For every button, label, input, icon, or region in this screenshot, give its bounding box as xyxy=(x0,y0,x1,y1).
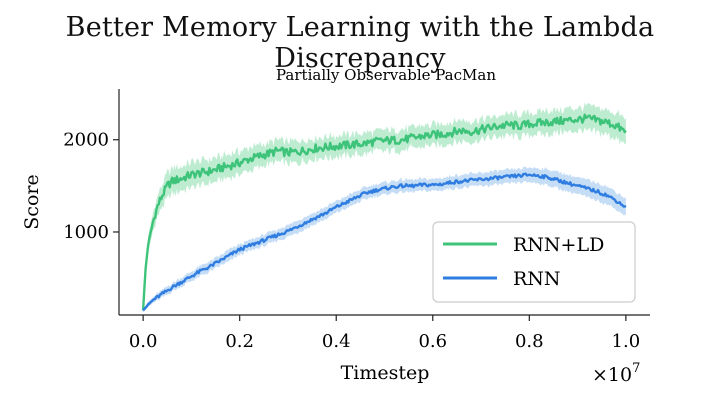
chart-title: Partially Observable PacMan xyxy=(276,66,496,84)
x-tick-label: 0.0 xyxy=(129,331,158,352)
x-multiplier-base: ×10 xyxy=(592,364,632,386)
legend-box xyxy=(432,221,636,303)
legend-label-rnn: RNN xyxy=(513,268,561,290)
page-title: Better Memory Learning with the Lambda D… xyxy=(65,12,655,74)
confidence-band-rnn xyxy=(143,166,626,313)
x-multiplier-label: ×107 xyxy=(592,361,640,386)
y-ticks: 1000 2000 xyxy=(63,130,119,243)
x-axis-label: Timestep xyxy=(341,362,430,384)
series-line-rnn-ld xyxy=(141,113,627,311)
series-line-rnn xyxy=(142,172,627,312)
x-tick-label: 0.8 xyxy=(515,331,544,352)
x-tick-label: 0.4 xyxy=(322,331,351,352)
legend-label-rnn-ld: RNN+LD xyxy=(513,234,604,256)
y-tick-label: 2000 xyxy=(63,130,109,151)
x-tick-label: 0.6 xyxy=(418,331,447,352)
x-tick-label: 1.0 xyxy=(612,331,641,352)
x-multiplier-exponent: 7 xyxy=(632,361,640,376)
y-axis-label: Score xyxy=(21,174,43,229)
legend: RNN+LD RNN xyxy=(432,221,636,303)
y-tick-label: 1000 xyxy=(63,222,109,243)
x-tick-label: 0.2 xyxy=(225,331,254,352)
x-ticks: 0.0 0.2 0.4 0.6 0.8 1.0 xyxy=(129,315,640,352)
series-lines xyxy=(141,113,627,312)
